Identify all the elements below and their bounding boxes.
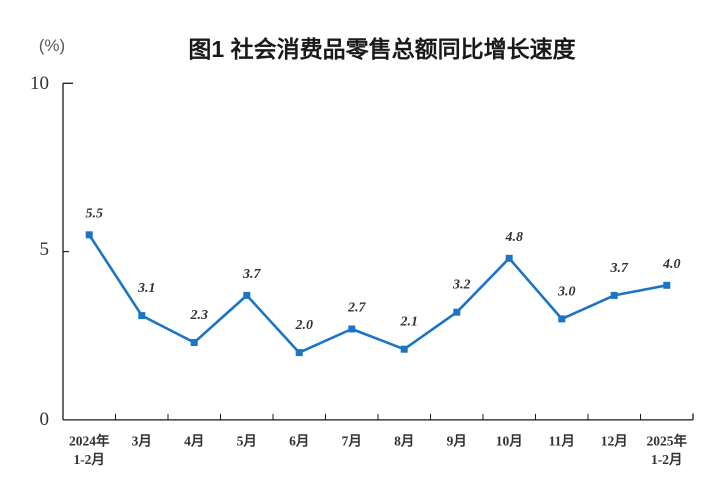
svg-text:7月: 7月 [342,434,362,449]
svg-text:3.0: 3.0 [557,284,576,299]
svg-text:2.7: 2.7 [347,301,367,316]
svg-text:3.2: 3.2 [452,278,471,293]
svg-text:2.0: 2.0 [294,318,313,333]
svg-text:3月: 3月 [132,434,152,449]
svg-text:3.7: 3.7 [242,267,262,282]
svg-text:(%): (%) [39,36,65,55]
svg-text:图1 社会消费品零售总额同比增长速度: 图1 社会消费品零售总额同比增长速度 [188,36,576,62]
svg-text:5月: 5月 [237,434,257,449]
svg-text:3.7: 3.7 [609,261,629,276]
svg-text:2025年: 2025年 [647,433,688,449]
svg-text:4月: 4月 [184,434,204,449]
svg-text:4.0: 4.0 [662,257,681,272]
svg-text:3.1: 3.1 [137,281,156,296]
svg-text:0: 0 [40,409,50,430]
svg-text:9月: 9月 [447,434,467,449]
svg-text:6月: 6月 [289,434,309,449]
svg-text:2.3: 2.3 [189,308,208,323]
svg-text:1-2月: 1-2月 [651,452,683,467]
svg-text:11月: 11月 [549,434,575,449]
svg-text:2.1: 2.1 [399,315,418,330]
svg-text:10: 10 [30,73,49,94]
svg-text:12月: 12月 [601,434,628,449]
svg-text:4.8: 4.8 [504,230,523,245]
svg-text:5: 5 [40,239,50,260]
svg-text:1-2月: 1-2月 [73,452,105,467]
svg-text:2024年: 2024年 [69,433,110,449]
svg-text:10月: 10月 [496,434,523,449]
svg-text:8月: 8月 [394,434,414,449]
svg-text:5.5: 5.5 [85,206,103,221]
